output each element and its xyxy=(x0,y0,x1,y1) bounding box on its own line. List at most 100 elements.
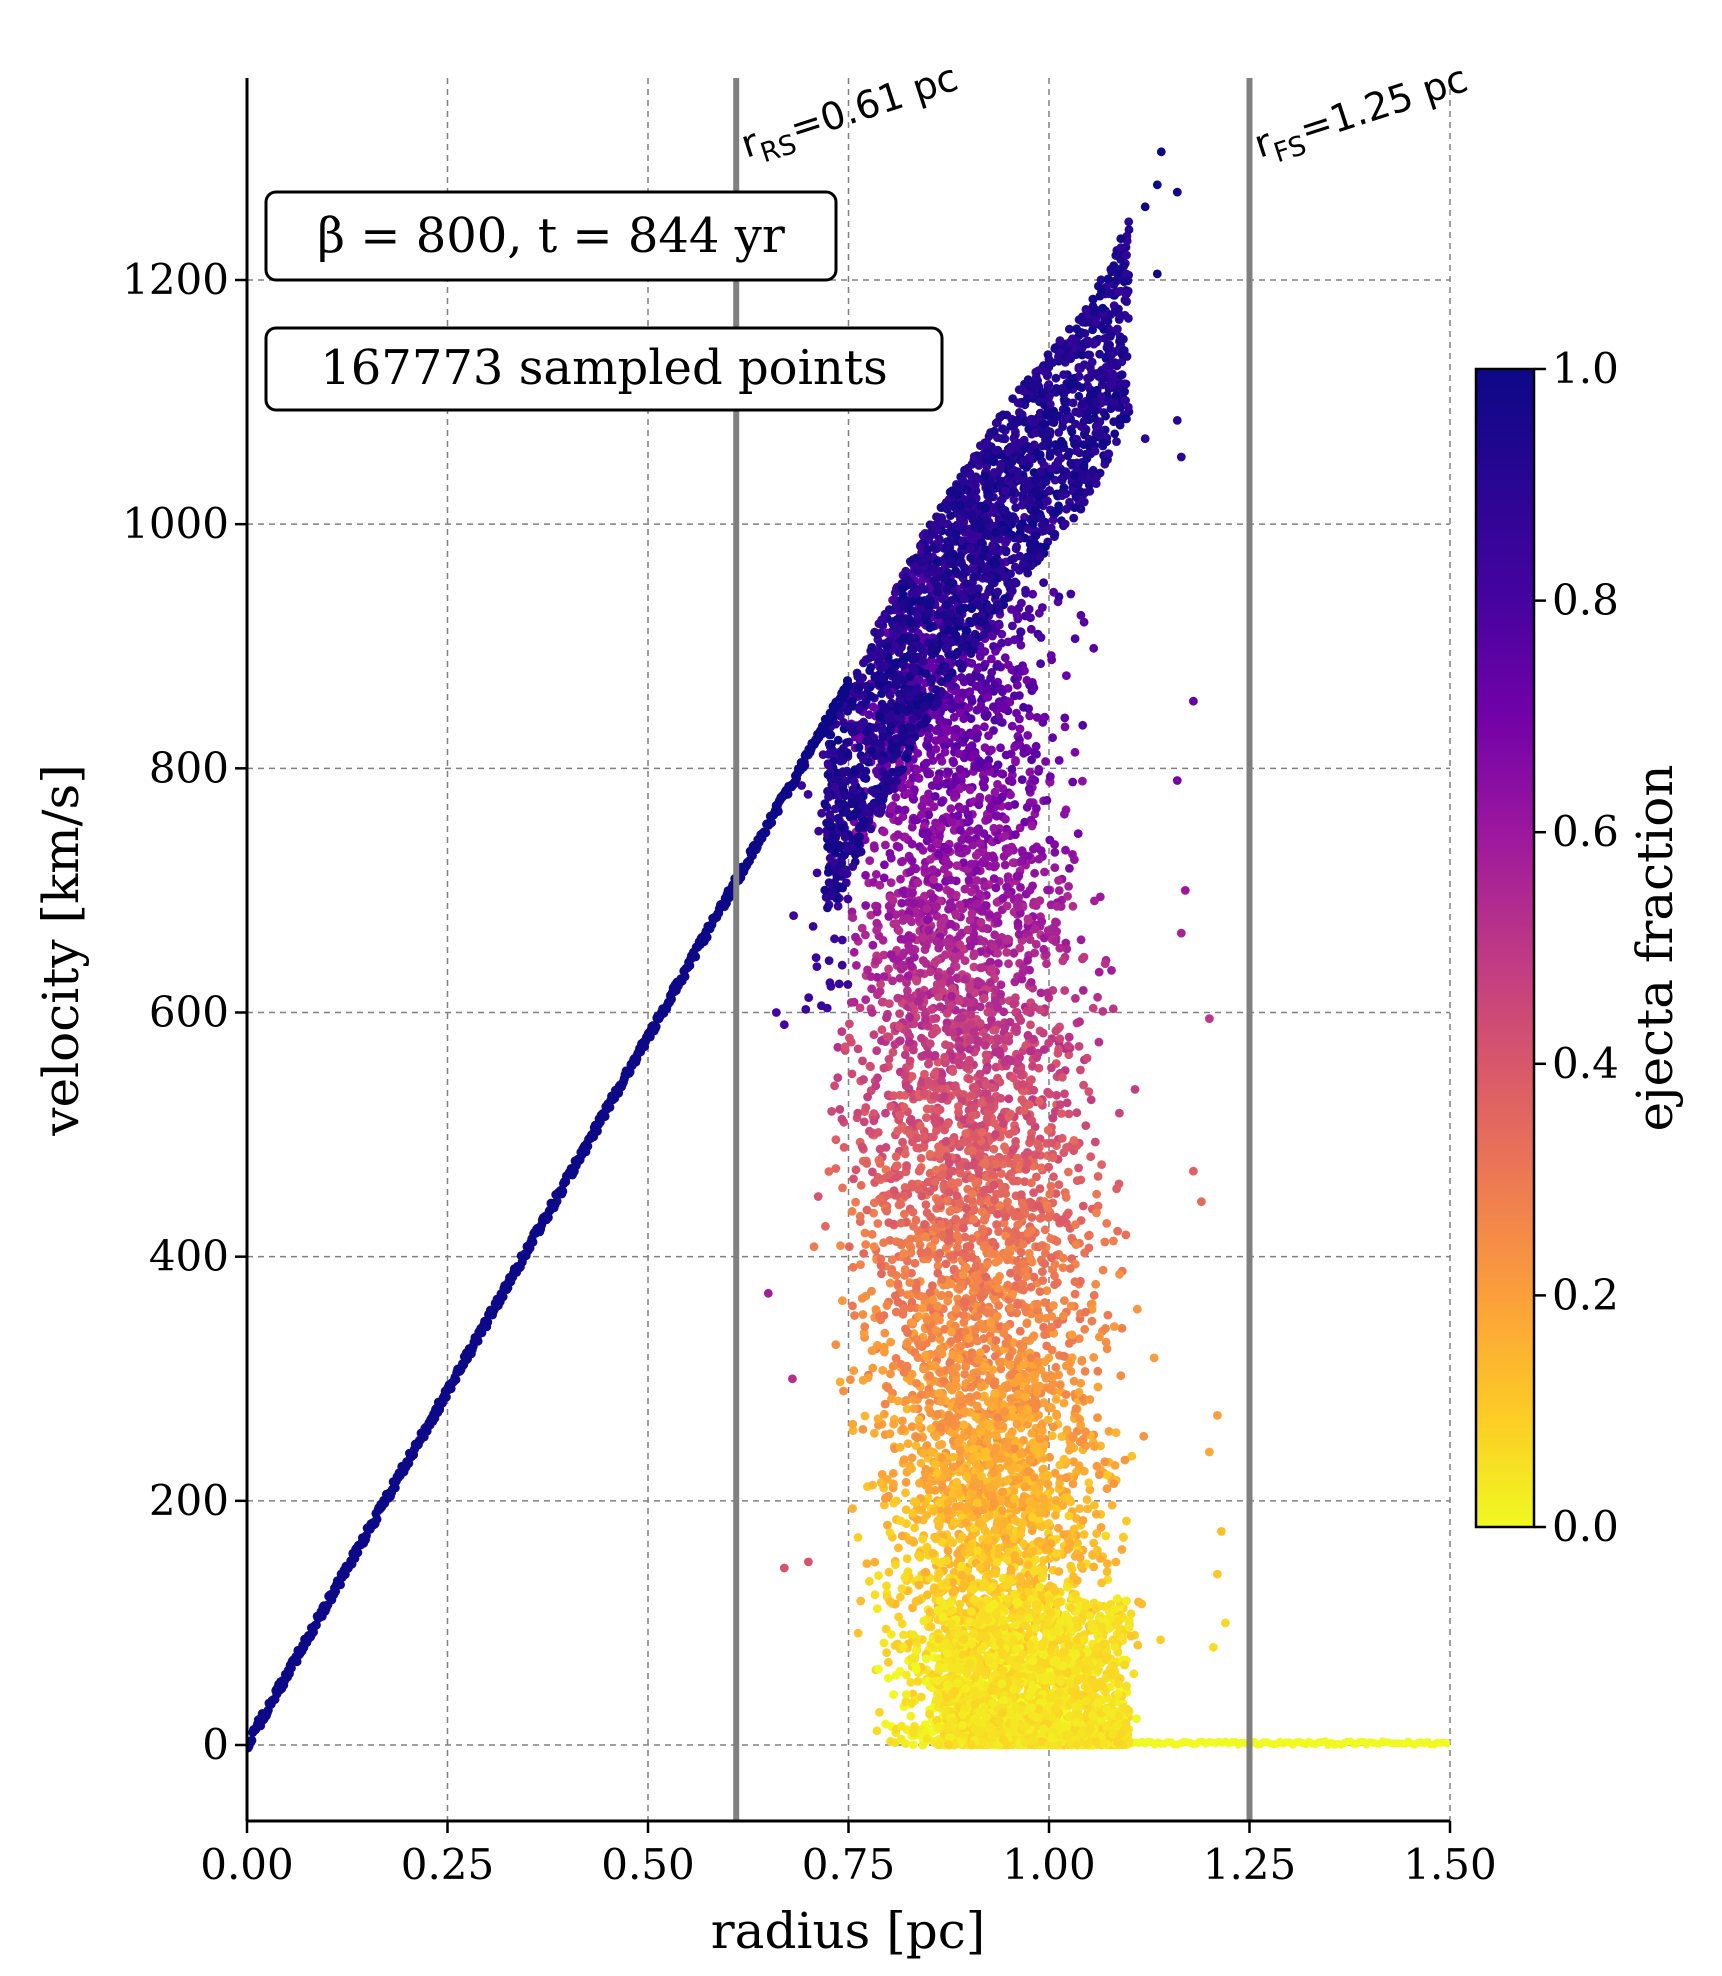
data-point xyxy=(1092,1461,1102,1471)
data-point xyxy=(1045,1089,1055,1099)
data-point xyxy=(997,718,1007,727)
data-point xyxy=(998,687,1007,697)
data-point xyxy=(894,1543,903,1553)
data-point xyxy=(838,1183,847,1193)
data-point xyxy=(1014,930,1024,939)
data-point xyxy=(1094,1037,1104,1047)
data-point xyxy=(860,1322,870,1332)
data-point xyxy=(919,1616,929,1626)
data-point xyxy=(1016,1247,1026,1257)
data-point xyxy=(870,1557,880,1567)
data-point xyxy=(1040,1298,1050,1307)
data-point xyxy=(939,915,949,924)
data-point xyxy=(948,1538,958,1548)
data-point xyxy=(789,911,798,920)
data-point xyxy=(1030,1404,1040,1414)
data-point xyxy=(987,1582,997,1591)
data-point xyxy=(948,1067,958,1076)
data-point xyxy=(1133,1640,1143,1650)
data-point xyxy=(926,1622,936,1632)
data-point xyxy=(879,1342,889,1352)
data-point xyxy=(893,830,903,839)
data-point xyxy=(803,790,813,799)
data-point xyxy=(1080,1367,1090,1376)
data-point xyxy=(990,930,1000,940)
data-point xyxy=(833,901,843,911)
data-point xyxy=(1016,883,1025,892)
data-point xyxy=(867,1286,876,1296)
data-point xyxy=(837,1027,847,1036)
data-point xyxy=(991,1130,1000,1140)
data-point xyxy=(964,834,973,844)
data-point xyxy=(902,1690,911,1699)
data-point xyxy=(915,1478,924,1488)
data-point xyxy=(904,1037,914,1047)
data-point xyxy=(1055,1380,1065,1389)
data-point xyxy=(951,1214,961,1224)
data-point xyxy=(922,1208,932,1218)
data-point xyxy=(983,1284,992,1294)
data-point xyxy=(1084,1243,1094,1253)
data-point xyxy=(885,1528,895,1538)
data-point xyxy=(1024,1384,1033,1394)
data-point xyxy=(897,898,907,908)
data-point xyxy=(975,792,985,802)
data-point xyxy=(937,756,947,766)
data-point xyxy=(1047,1063,1056,1073)
data-point xyxy=(1033,1299,1042,1309)
data-point xyxy=(1027,1213,1037,1222)
data-point xyxy=(1121,1230,1131,1240)
data-point xyxy=(1081,1121,1091,1130)
data-point xyxy=(879,827,889,837)
data-point xyxy=(835,1105,845,1114)
data-point xyxy=(1096,1554,1105,1563)
data-point xyxy=(940,747,950,757)
data-point xyxy=(990,1118,999,1128)
data-point xyxy=(1103,1310,1113,1320)
data-point xyxy=(1007,721,1017,731)
data-point xyxy=(882,1032,892,1042)
data-point xyxy=(996,1169,1006,1179)
data-point xyxy=(893,1279,903,1289)
data-point xyxy=(909,1538,919,1547)
data-point xyxy=(874,1571,883,1581)
data-point xyxy=(981,901,991,910)
data-point xyxy=(946,966,955,976)
data-point xyxy=(901,1324,910,1334)
data-point xyxy=(1064,1445,1074,1455)
data-point xyxy=(943,1506,953,1515)
data-point xyxy=(1055,1100,1065,1110)
data-point xyxy=(898,1416,907,1426)
data-point xyxy=(872,918,882,928)
data-point xyxy=(811,953,821,962)
data-point xyxy=(1090,1137,1100,1147)
data-point xyxy=(862,1205,872,1215)
data-point xyxy=(1013,918,1023,928)
data-point xyxy=(862,1559,872,1568)
data-point xyxy=(1120,1455,1130,1465)
data-point xyxy=(833,1073,843,1083)
data-point xyxy=(1027,1526,1037,1536)
data-point xyxy=(1064,1109,1074,1119)
data-point xyxy=(821,1221,830,1231)
data-point xyxy=(827,1107,836,1116)
data-point xyxy=(933,838,942,848)
data-point xyxy=(967,659,977,668)
data-point xyxy=(931,1432,941,1441)
data-point xyxy=(1044,1519,1054,1528)
data-point xyxy=(1078,1435,1088,1444)
data-point xyxy=(1089,1538,1099,1548)
data-point xyxy=(1019,1360,1028,1370)
data-point xyxy=(915,1165,925,1174)
data-point xyxy=(907,1464,916,1473)
data-point xyxy=(1072,1108,1082,1118)
data-point xyxy=(960,1232,970,1242)
data-point xyxy=(883,1673,893,1683)
data-point xyxy=(824,956,834,965)
data-point xyxy=(993,1073,1002,1083)
data-point xyxy=(1089,643,1099,653)
data-point xyxy=(855,1211,865,1221)
data-point xyxy=(943,1546,953,1556)
data-point xyxy=(960,974,970,984)
data-point xyxy=(906,1711,916,1721)
